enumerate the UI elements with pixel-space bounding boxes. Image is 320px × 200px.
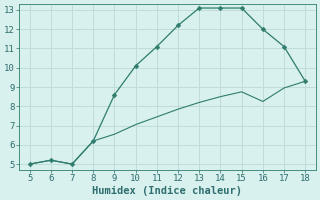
X-axis label: Humidex (Indice chaleur): Humidex (Indice chaleur) [92,186,243,196]
